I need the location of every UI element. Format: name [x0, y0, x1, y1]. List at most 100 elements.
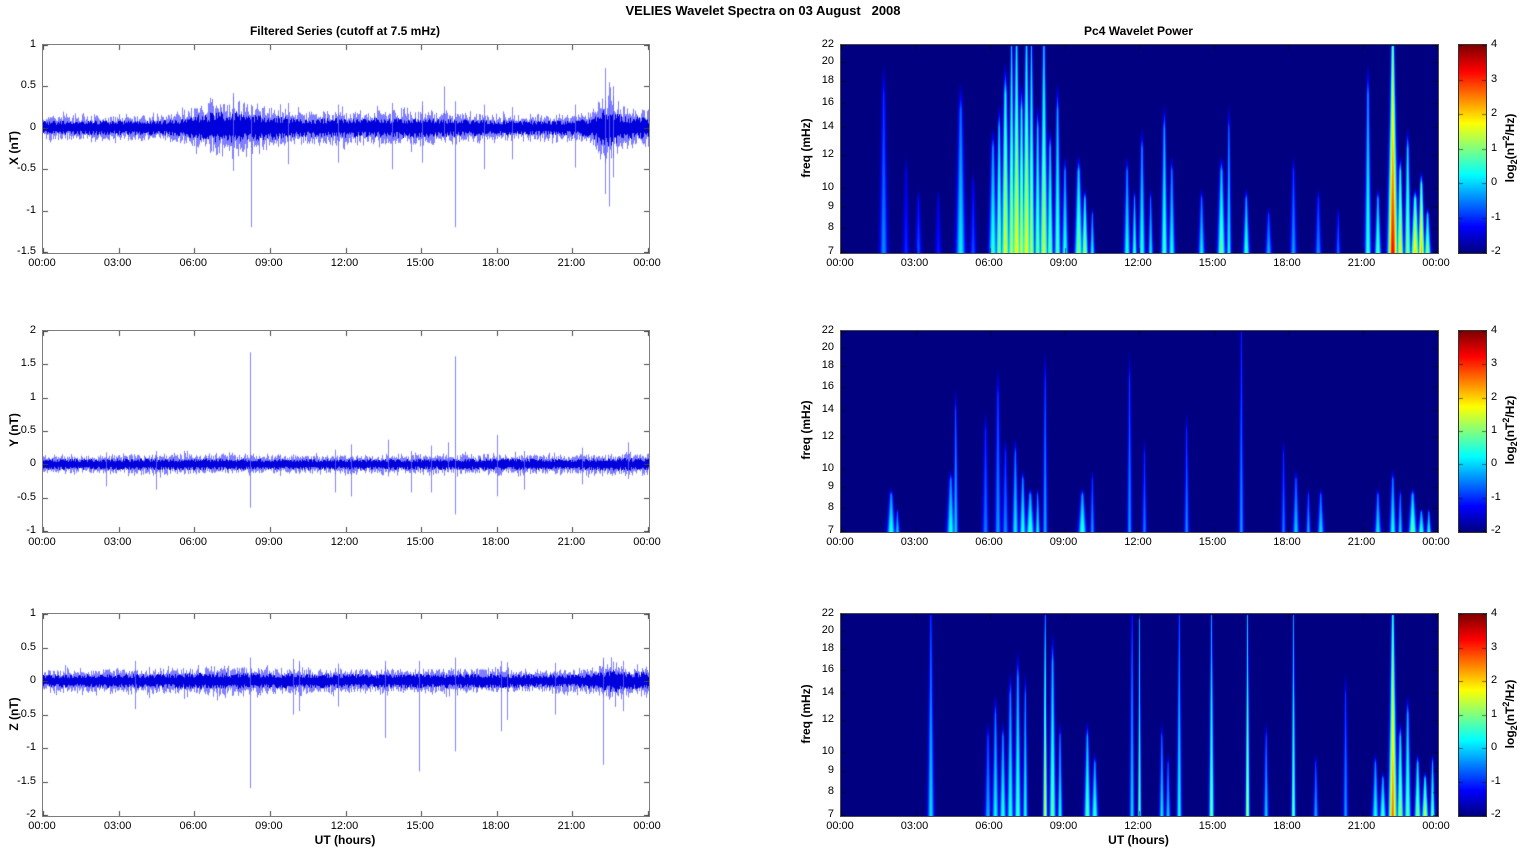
x-tick-label: 03:00	[103, 820, 132, 832]
freq-tick-label: 8	[827, 784, 834, 797]
x-tick-label: 03:00	[900, 820, 929, 832]
freq-tick-label: 16	[821, 379, 834, 392]
y-tick-label: -0.5	[17, 490, 36, 503]
freq-tick-label: 7	[827, 524, 834, 536]
x-tick-label: 09:00	[255, 536, 283, 548]
x-tick-label: 09:00	[1049, 257, 1078, 269]
x-tick-label: 12:00	[1124, 536, 1152, 548]
x-tick-label: 00:00	[1422, 820, 1450, 832]
colorbar-tick-label: -2	[1491, 808, 1501, 820]
x-series-canvas	[42, 44, 650, 254]
colorbar-tick-label: -2	[1491, 245, 1501, 257]
freq-tick-label: 18	[821, 642, 834, 655]
y-tick-label: 0.5	[20, 79, 36, 92]
x-tick-label: 06:00	[179, 257, 208, 269]
x-tick-label: 18:00	[481, 257, 510, 269]
x-tick-label: 00:00	[633, 257, 661, 269]
x-tick-label: 15:00	[406, 536, 434, 548]
x-tick-label: 21:00	[1347, 820, 1376, 832]
x-tick-label: 03:00	[103, 536, 132, 548]
y-tick-label: 0	[29, 674, 36, 686]
colorbar-tick-label: 1	[1491, 707, 1498, 720]
colorbar-tick-label: 2	[1491, 107, 1498, 119]
x-tick-label: 21:00	[1347, 536, 1376, 548]
freq-tick-label: 18	[821, 359, 834, 372]
x-tick-label: 18:00	[1273, 820, 1301, 832]
freq-tick-label: 9	[827, 199, 834, 212]
x-tick-label: 21:00	[1347, 257, 1376, 269]
colorbar-tick-label: 4	[1491, 38, 1498, 50]
colorbar-tick-label: 4	[1491, 324, 1498, 336]
freq-tick-label: 18	[821, 74, 834, 87]
x-tick-label: 06:00	[179, 536, 208, 548]
y-tick-label: 1	[29, 607, 36, 619]
colorbar-tick-label: -1	[1491, 490, 1501, 503]
x-tick-label: 15:00	[406, 257, 434, 269]
colorbar-tick-label: -1	[1491, 774, 1501, 787]
x-tick-label: 00:00	[826, 257, 854, 269]
y-series-canvas	[42, 330, 650, 533]
colorbar-y	[1458, 330, 1487, 533]
x-tick-label: 06:00	[179, 820, 208, 832]
y-tick-label: -0.5	[17, 707, 36, 720]
x-tick-label: 00:00	[28, 820, 56, 832]
x-tick-label: 06:00	[975, 536, 1003, 548]
freq-tick-label: 10	[821, 745, 834, 758]
x-tick-label: 00:00	[633, 820, 661, 832]
colorbar-tick-label: -2	[1491, 524, 1501, 536]
x-tick-label: 15:00	[1198, 820, 1227, 832]
x-tick-label: 21:00	[557, 820, 586, 832]
x-tick-label: 12:00	[330, 536, 359, 548]
freq-tick-label: 20	[821, 623, 834, 636]
colorbar-tick-label: 2	[1491, 674, 1498, 686]
y-tick-label: 1	[29, 38, 36, 50]
y-axis-label-x: X (nT)	[7, 131, 21, 165]
colorbar-tick-label: 1	[1491, 141, 1498, 154]
y-tick-label: 0	[29, 457, 36, 470]
freq-tick-label: 8	[827, 220, 834, 233]
x-tick-label: 12:00	[330, 257, 359, 269]
x-tick-label: 06:00	[975, 820, 1003, 832]
colorbar-tick-label: 2	[1491, 390, 1498, 403]
colorbar-tick-label: 3	[1491, 357, 1498, 370]
y-tick-label: -1	[26, 741, 36, 753]
y-wavelet-canvas	[840, 330, 1439, 533]
x-tick-label: 03:00	[103, 257, 132, 269]
y-tick-label: 1	[29, 390, 36, 403]
x-tick-label: 15:00	[406, 820, 434, 832]
x-tick-label: 12:00	[1124, 820, 1152, 832]
x-tick-label: 09:00	[255, 820, 283, 832]
x-tick-label: 18:00	[481, 820, 510, 832]
freq-tick-label: 7	[827, 245, 834, 257]
x-axis-label-left: UT (hours)	[314, 833, 376, 847]
figure-title: VELIES Wavelet Spectra on 03 August 2008	[625, 3, 901, 18]
x-tick-label: 00:00	[633, 536, 661, 548]
y-tick-label: -0.5	[17, 162, 36, 175]
y-tick-label: 2	[29, 324, 36, 336]
colorbar-x	[1458, 44, 1487, 254]
freq-tick-label: 14	[821, 119, 834, 132]
freq-tick-label: 22	[821, 607, 834, 619]
x-tick-label: 12:00	[330, 820, 359, 832]
x-tick-label: 00:00	[28, 257, 56, 269]
y-tick-label: -1.5	[17, 774, 36, 787]
x-tick-label: 21:00	[557, 257, 586, 269]
x-tick-label: 00:00	[1422, 257, 1450, 269]
freq-tick-label: 8	[827, 500, 834, 513]
freq-tick-label: 12	[821, 713, 834, 726]
freq-tick-label: 7	[827, 808, 834, 820]
freq-tick-label: 14	[821, 402, 834, 415]
colorbar-tick-label: 3	[1491, 640, 1498, 653]
x-tick-label: 18:00	[1273, 536, 1301, 548]
right-column-title: Pc4 Wavelet Power	[1084, 24, 1193, 38]
freq-tick-label: 12	[821, 429, 834, 442]
freq-tick-label: 22	[821, 38, 834, 50]
colorbar-z	[1458, 613, 1487, 817]
x-tick-label: 18:00	[481, 536, 510, 548]
y-tick-label: 0	[29, 120, 36, 133]
colorbar-tick-label: 0	[1491, 457, 1498, 470]
colorbar-tick-label: 0	[1491, 176, 1498, 188]
colorbar-tick-label: -1	[1491, 210, 1501, 223]
x-tick-label: 03:00	[900, 257, 929, 269]
y-tick-label: 0.5	[20, 424, 36, 436]
